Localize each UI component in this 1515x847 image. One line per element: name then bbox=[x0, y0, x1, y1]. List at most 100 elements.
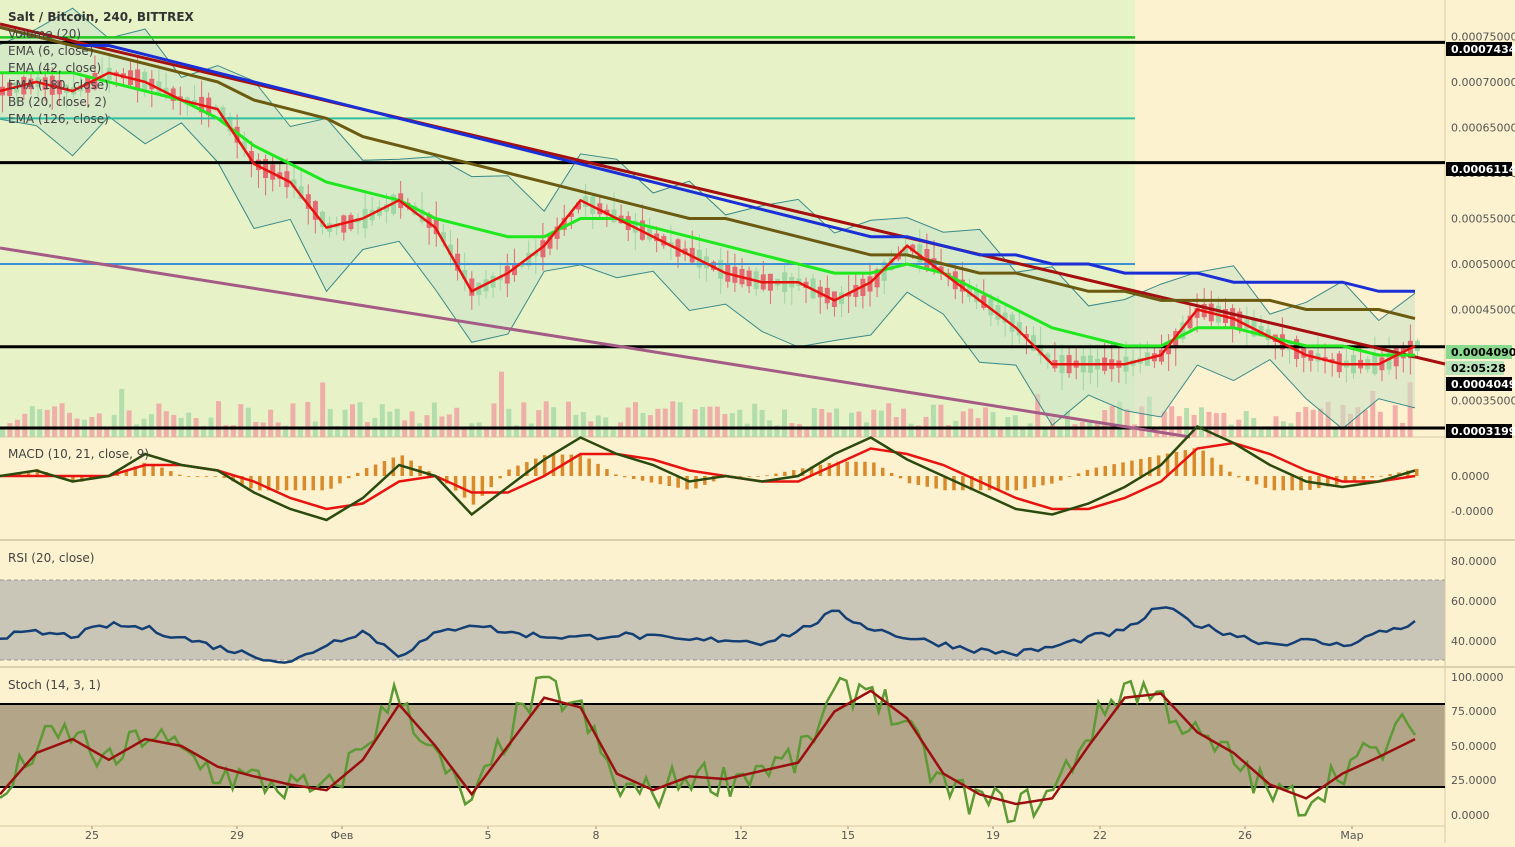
volume-bar bbox=[990, 412, 996, 437]
volume-bar bbox=[1392, 405, 1398, 437]
time-tick-label: 15 bbox=[841, 829, 855, 842]
macd-histogram-bar bbox=[498, 476, 502, 479]
volume-bar bbox=[1057, 428, 1063, 437]
macd-tick-label: 0.0000 bbox=[1451, 470, 1490, 483]
rsi-band bbox=[0, 580, 1445, 660]
macd-histogram-bar bbox=[142, 462, 146, 476]
volume-bar bbox=[558, 427, 564, 437]
volume-bar bbox=[633, 402, 638, 437]
volume-bar bbox=[305, 401, 311, 437]
volume-bar bbox=[930, 404, 936, 437]
price-tick-label: 0.00075000 bbox=[1451, 30, 1515, 43]
trendline-purple bbox=[0, 246, 1191, 439]
volume-bar bbox=[1213, 413, 1219, 437]
volume-bar bbox=[1243, 411, 1249, 437]
volume-bar bbox=[722, 414, 728, 437]
candle-body bbox=[874, 269, 880, 288]
volume-bar bbox=[148, 414, 154, 437]
volume-bar bbox=[409, 411, 415, 437]
volume-bar bbox=[201, 425, 207, 437]
volume-bar bbox=[238, 404, 244, 437]
stoch-pane[interactable] bbox=[0, 675, 1445, 824]
volume-bar bbox=[1199, 407, 1204, 437]
macd-histogram-bar bbox=[1085, 469, 1090, 476]
candle-body bbox=[448, 244, 453, 255]
price-badge bbox=[1446, 377, 1512, 391]
volume-bar bbox=[7, 423, 13, 437]
volume-bar bbox=[506, 408, 512, 437]
macd-title: MACD (10, 21, close, 9) bbox=[8, 447, 149, 461]
volume-bar bbox=[521, 402, 527, 437]
volume-bar bbox=[1221, 412, 1227, 437]
candle-body bbox=[568, 213, 574, 217]
volume-bar bbox=[1348, 413, 1353, 437]
volume-bar bbox=[1206, 411, 1212, 437]
volume-bar bbox=[983, 407, 989, 437]
macd-histogram-bar bbox=[783, 471, 787, 476]
volume-bar bbox=[789, 423, 795, 437]
volume-bar bbox=[834, 408, 840, 437]
macd-pane[interactable] bbox=[0, 424, 1419, 522]
volume-bar bbox=[342, 409, 348, 437]
volume-bar bbox=[461, 428, 467, 437]
rsi-pane[interactable] bbox=[0, 579, 1445, 664]
volume-bar bbox=[1303, 407, 1309, 437]
stoch-d-line bbox=[0, 689, 1416, 806]
macd-histogram-bar bbox=[178, 474, 182, 476]
price-badge-label: 0.00031994 bbox=[1451, 425, 1515, 438]
volume-bar bbox=[1370, 391, 1376, 437]
volume-bar bbox=[417, 423, 423, 437]
macd-histogram-bar bbox=[284, 476, 289, 491]
volume-bar bbox=[796, 424, 802, 437]
price-tick-label: 0.00055000 bbox=[1451, 213, 1515, 226]
macd-histogram-bar bbox=[1174, 451, 1179, 476]
volume-bar bbox=[1191, 415, 1197, 437]
volume-bar bbox=[476, 422, 482, 437]
price-badge bbox=[1446, 345, 1512, 359]
volume-bar bbox=[1146, 396, 1152, 437]
candle-body bbox=[981, 295, 987, 308]
macd-histogram-bar bbox=[151, 464, 155, 476]
price-badge-label: 0.00040491 bbox=[1451, 378, 1515, 391]
volume-bar bbox=[379, 404, 385, 437]
macd-histogram-bar bbox=[1014, 476, 1018, 491]
volume-bar bbox=[1027, 423, 1033, 437]
volume-bar bbox=[446, 414, 452, 437]
volume-bar bbox=[320, 382, 326, 437]
time-tick-label: 29 bbox=[230, 829, 244, 842]
volume-bar bbox=[841, 427, 847, 437]
volume-bar bbox=[223, 425, 229, 437]
volume-bar bbox=[782, 409, 787, 437]
macd-histogram-bar bbox=[1059, 476, 1063, 481]
candle-body bbox=[1038, 344, 1044, 356]
macd-histogram-bar bbox=[605, 469, 609, 476]
candle-body bbox=[320, 211, 325, 227]
volume-bar bbox=[677, 402, 683, 437]
macd-histogram-bar bbox=[756, 476, 760, 477]
candle-body bbox=[227, 116, 233, 132]
volume-bar bbox=[1355, 407, 1361, 437]
macd-histogram-bar bbox=[685, 476, 689, 490]
macd-histogram-bar bbox=[1130, 460, 1134, 476]
macd-histogram-bar bbox=[738, 476, 743, 477]
macd-histogram-bar bbox=[934, 476, 938, 489]
time-tick-label: 22 bbox=[1093, 829, 1107, 842]
volume-bar bbox=[700, 407, 706, 437]
macd-histogram-bar bbox=[1290, 476, 1294, 491]
macd-histogram-bar bbox=[1121, 462, 1125, 476]
volume-bar bbox=[22, 413, 28, 437]
volume-bar bbox=[126, 410, 132, 437]
macd-histogram-bar bbox=[347, 476, 351, 479]
macd-histogram-bar bbox=[649, 476, 654, 483]
volume-bar bbox=[491, 403, 497, 437]
candle-body bbox=[974, 290, 980, 303]
macd-histogram-bar bbox=[640, 476, 645, 481]
legend-ema180: EMA (180, close) bbox=[8, 78, 109, 92]
macd-histogram-bar bbox=[507, 469, 511, 476]
volume-bar bbox=[387, 411, 393, 437]
candle-body bbox=[1194, 307, 1200, 318]
volume-bar bbox=[119, 388, 125, 437]
macd-histogram-bar bbox=[631, 476, 636, 479]
volume-bar bbox=[268, 409, 274, 437]
